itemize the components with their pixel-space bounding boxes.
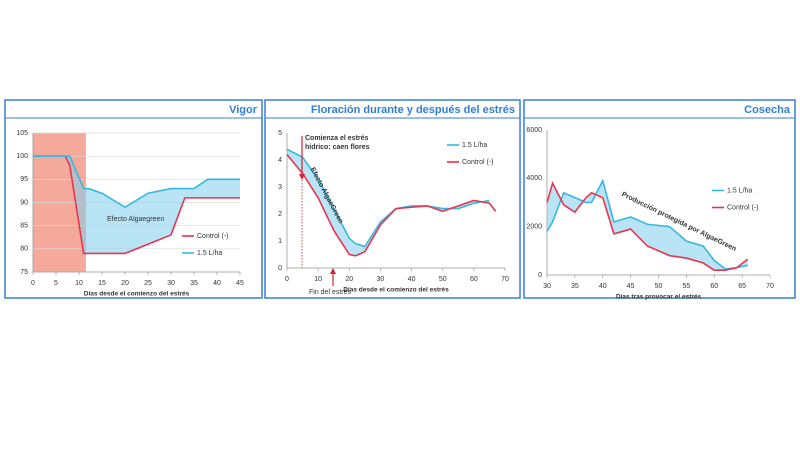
- legend-label: Control (-): [727, 204, 759, 211]
- y-tick-label: 5: [278, 130, 282, 137]
- effect-area: [33, 156, 240, 254]
- panel: [4, 99, 263, 299]
- y-tick-label: 100: [16, 153, 28, 160]
- x-tick-label: 70: [501, 276, 509, 283]
- x-tick-label: 40: [213, 280, 221, 287]
- effect-area: [287, 149, 490, 256]
- legend-label: 1.5 L/ha: [462, 142, 487, 149]
- x-tick-label: 0: [31, 280, 35, 287]
- series-line: [286, 154, 497, 257]
- y-tick-label: 2: [278, 211, 282, 218]
- y-tick-label: 6000: [526, 127, 542, 134]
- annotation: Efecto Algaegreen: [107, 216, 164, 223]
- x-tick-label: 5: [54, 280, 58, 287]
- series-line: [33, 155, 240, 255]
- x-tick-label: 30: [377, 276, 385, 283]
- x-tick-label: 50: [439, 276, 447, 283]
- y-tick-label: 80: [20, 246, 28, 253]
- x-tick-label: 20: [121, 280, 129, 287]
- x-tick-label: 50: [655, 283, 663, 290]
- legend-label: Control (-): [462, 159, 494, 166]
- effect-area: [547, 180, 748, 271]
- arrow-head: [299, 174, 305, 180]
- x-tick-label: 40: [408, 276, 416, 283]
- chart-title: Vigor: [229, 104, 258, 116]
- annotation: Fin del estrés: [309, 289, 352, 296]
- y-tick-label: 75: [20, 269, 28, 276]
- x-tick-label: 30: [167, 280, 175, 287]
- x-tick-label: 70: [766, 283, 774, 290]
- chart-title: Floración durante y después del estrés: [311, 104, 515, 116]
- x-tick-label: 55: [682, 283, 690, 290]
- y-tick-label: 95: [20, 176, 28, 183]
- x-tick-label: 10: [75, 280, 83, 287]
- annotation: hídrico: caen flores: [305, 144, 370, 151]
- legend-label: Control (-): [197, 233, 229, 240]
- panel: [264, 99, 521, 299]
- panel: [523, 99, 796, 299]
- x-tick-label: 30: [543, 283, 551, 290]
- x-axis-title: Días tras provocar el estrés: [616, 294, 702, 301]
- x-tick-label: 0: [285, 276, 289, 283]
- y-tick-label: 85: [20, 223, 28, 230]
- y-tick-label: 0: [278, 265, 282, 272]
- y-tick-label: 2000: [526, 224, 542, 231]
- series-line: [33, 155, 240, 209]
- series-line: [546, 181, 749, 271]
- chart-title: Cosecha: [744, 104, 791, 116]
- y-tick-label: 4000: [526, 175, 542, 182]
- x-tick-label: 25: [144, 280, 152, 287]
- arrow-head: [330, 268, 336, 274]
- y-tick-label: 4: [278, 157, 282, 164]
- legend-label: 1.5 L/ha: [197, 250, 222, 257]
- x-axis-title: Días desde el comienzo del estrés: [343, 287, 449, 294]
- x-tick-label: 40: [599, 283, 607, 290]
- y-tick-label: 105: [16, 130, 28, 137]
- x-tick-label: 10: [314, 276, 322, 283]
- y-tick-label: 3: [278, 184, 282, 191]
- x-tick-label: 20: [345, 276, 353, 283]
- x-tick-label: 15: [98, 280, 106, 287]
- y-tick-label: 90: [20, 199, 28, 206]
- x-tick-label: 60: [470, 276, 478, 283]
- x-tick-label: 45: [627, 283, 635, 290]
- x-tick-label: 45: [236, 280, 244, 287]
- y-tick-label: 1: [278, 238, 282, 245]
- x-tick-label: 60: [710, 283, 718, 290]
- x-tick-label: 65: [738, 283, 746, 290]
- series-line: [546, 178, 748, 270]
- x-tick-label: 35: [190, 280, 198, 287]
- legend-label: 1.5 L/ha: [727, 187, 752, 194]
- annotation: Comienza el estrés: [305, 135, 369, 142]
- y-tick-label: 0: [538, 272, 542, 279]
- x-axis-title: Días desde el comienzo del estrés: [84, 291, 190, 298]
- x-tick-label: 35: [571, 283, 579, 290]
- series-line: [286, 148, 490, 248]
